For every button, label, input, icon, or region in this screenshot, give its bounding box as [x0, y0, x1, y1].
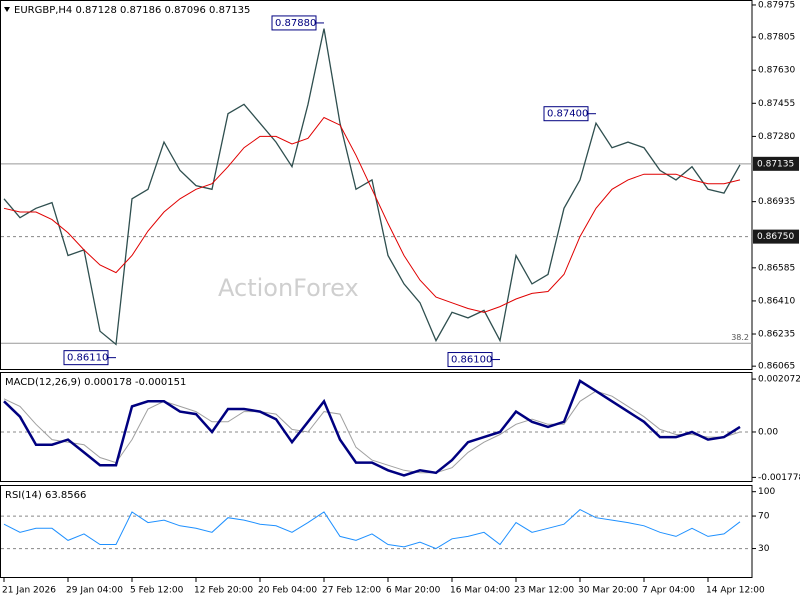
pane-border — [0, 485, 753, 578]
level-label: 0.87135 — [757, 159, 794, 169]
x-tick-label: 5 Feb 12:00 — [130, 586, 184, 596]
y-tick-label: 0.00 — [758, 427, 778, 437]
pane-title: MACD(12,26,9) 0.000178 -0.000151 — [5, 377, 186, 388]
x-tick-label: 23 Mar 12:00 — [514, 586, 574, 596]
y-tick-label: 0.86935 — [758, 197, 795, 207]
y-tick-label: 0.002072 — [758, 375, 800, 385]
x-tick-label: 14 Apr 12:00 — [706, 586, 765, 596]
y-tick-label: 0.87975 — [758, 0, 795, 10]
annotation-box — [447, 352, 493, 368]
level-label-box — [753, 156, 799, 171]
y-tick-label: 70 — [758, 512, 770, 522]
annotation-box — [271, 15, 317, 31]
x-tick-label: 16 Mar 04:00 — [450, 586, 510, 596]
series-line — [3, 116, 741, 313]
x-tick-label: 27 Feb 12:00 — [322, 586, 381, 596]
y-tick-label: 0.86410 — [758, 296, 795, 306]
x-tick-label: 12 Feb 20:00 — [194, 586, 253, 596]
y-tick-label: 0.87630 — [758, 66, 795, 76]
series-line — [3, 390, 741, 474]
y-tick-label: -0.001778 — [758, 473, 800, 483]
y-tick-label: 30 — [758, 544, 770, 554]
watermark: ActionForex — [218, 274, 359, 302]
y-tick-label: 0.87280 — [758, 132, 795, 142]
annotation-box — [543, 106, 589, 122]
level-label: 0.86750 — [757, 232, 794, 242]
x-tick-label: 30 Mar 20:00 — [578, 586, 638, 596]
annotation-label: 0.86100 — [451, 355, 492, 366]
x-tick-label: 7 Apr 04:00 — [642, 586, 695, 596]
x-tick-label: 21 Jan 2026 — [2, 586, 56, 596]
x-tick-label: 29 Jan 04:00 — [66, 586, 123, 596]
y-tick-label: 0.87455 — [758, 99, 795, 109]
series-line — [3, 508, 741, 550]
x-tick-label: 6 Mar 20:00 — [386, 586, 441, 596]
annotation-label: 0.87880 — [275, 18, 316, 29]
y-tick-label: 100 — [758, 487, 775, 497]
pane-border — [0, 0, 753, 370]
series-line — [3, 379, 741, 477]
level-name: 38.2 — [731, 333, 749, 342]
y-tick-label: 0.87805 — [758, 33, 795, 43]
y-tick-label: 0.86235 — [758, 330, 795, 340]
series-line — [3, 28, 741, 346]
pane-title: RSI(14) 63.8566 — [5, 490, 86, 501]
level-label-box — [753, 229, 799, 244]
y-tick-label: 0.86065 — [758, 362, 795, 372]
annotation-box — [63, 350, 109, 366]
title-marker — [4, 7, 10, 12]
annotation-label: 0.86110 — [67, 353, 108, 364]
y-tick-label: 0.86585 — [758, 263, 795, 273]
x-tick-label: 20 Feb 04:00 — [258, 586, 317, 596]
annotation-label: 0.87400 — [547, 109, 588, 120]
pane-title: EURGBP,H4 0.87128 0.87186 0.87096 0.8713… — [14, 5, 250, 16]
pane-border — [0, 372, 753, 482]
